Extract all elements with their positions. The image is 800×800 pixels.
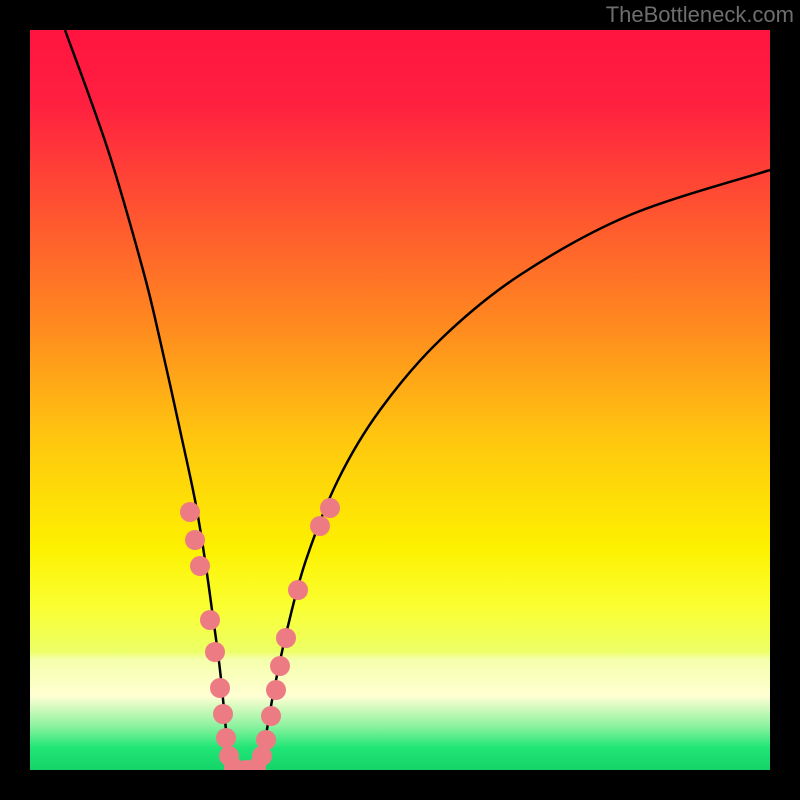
data-marker [205, 642, 225, 662]
data-marker [276, 628, 296, 648]
data-marker [270, 656, 290, 676]
data-marker [210, 678, 230, 698]
bottleneck-curve-right [258, 170, 770, 768]
marker-group [180, 498, 340, 770]
data-marker [256, 730, 276, 750]
data-marker [190, 556, 210, 576]
data-marker [288, 580, 308, 600]
data-marker [185, 530, 205, 550]
watermark-text: TheBottleneck.com [606, 2, 794, 28]
data-marker [310, 516, 330, 536]
data-marker [261, 706, 281, 726]
data-marker [200, 610, 220, 630]
data-marker [180, 502, 200, 522]
data-marker [213, 704, 233, 724]
data-marker [320, 498, 340, 518]
plot-area [30, 30, 770, 770]
bottleneck-curve-left [65, 30, 230, 768]
data-marker [266, 680, 286, 700]
data-marker [216, 728, 236, 748]
chart-svg [30, 30, 770, 770]
chart-frame: TheBottleneck.com [0, 0, 800, 800]
